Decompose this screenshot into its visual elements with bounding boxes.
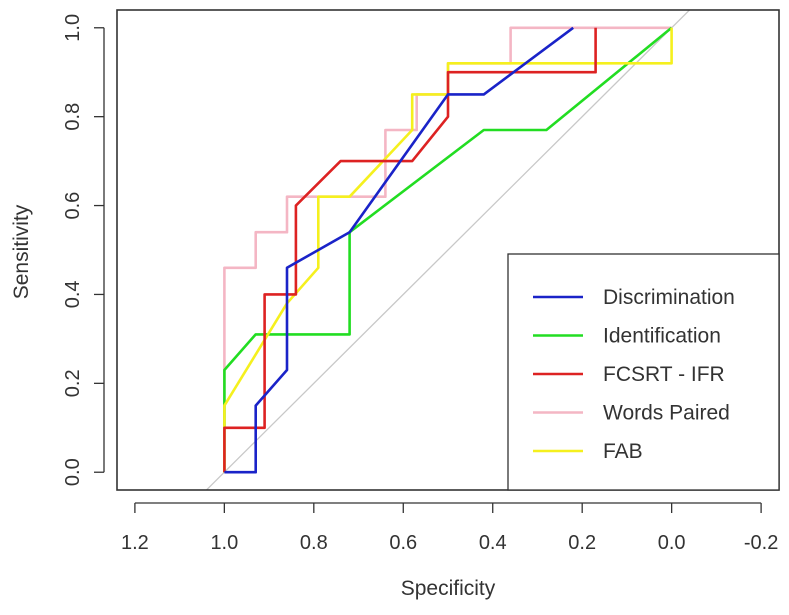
series-line-fab [223,27,673,473]
x-tick-label: 1.0 [210,532,238,554]
y-tick-label: 1.0 [62,14,84,42]
x-axis: 1.2 1.0 0.8 0.6 0.4 0.2 0.0 -0.2 [121,502,778,554]
y-tick-label: 0.0 [62,458,84,486]
chance-line [205,10,691,490]
plot-frame [116,9,780,491]
series-line-discrimination [224,26,574,474]
y-tick-label: 0.4 [62,280,84,308]
legend: Discrimination Identification FCSRT - IFR W… [507,253,780,491]
x-tick-label: 0.0 [658,532,686,554]
x-tick-label: -0.2 [744,532,778,554]
reference-layer [205,10,691,490]
x-tick-label: 0.4 [479,532,507,554]
frame-layer [116,9,780,491]
y-tick-label: 0.6 [62,192,84,220]
x-tick-label: 1.2 [121,532,149,554]
y-tick-label: 0.8 [62,103,84,131]
series-line-identification [223,26,673,473]
legend-label-fcsrt-ifr: FCSRT - IFR [603,363,725,386]
x-tick-label: 0.8 [300,532,328,554]
legend-label-identification: Identification [603,325,721,348]
legend-label-fab: FAB [603,440,643,463]
series-line-fcsrt-ifr [223,27,597,473]
y-axis: 0.0 0.2 0.4 0.6 0.8 1.0 [62,14,105,486]
y-tick-label: 0.2 [62,369,84,397]
y-axis-label: Sensitivity [10,204,33,299]
x-axis-label: Specificity [401,577,496,600]
x-tick-label: 0.6 [389,532,417,554]
x-tick-label: 0.2 [568,532,596,554]
legend-label-words-paired: Words Paired [603,402,730,425]
series-layer [223,26,673,474]
legend-label-discrimination: Discrimination [603,286,735,309]
